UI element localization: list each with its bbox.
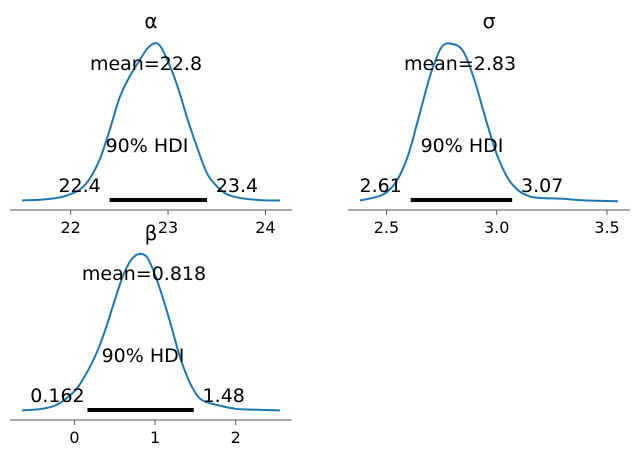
x-ticks: 22 23 24: [60, 210, 276, 237]
x-tick-label: 2.5: [374, 218, 399, 237]
x-tick-label: 22: [60, 218, 80, 237]
panel-title: σ: [483, 9, 496, 33]
density-curve: [21, 252, 281, 412]
x-ticks: 0 1 2: [69, 420, 241, 447]
hdi-label: 90% HDI: [102, 345, 185, 367]
panel-alpha: α mean=22.8 90% HDI 22.4 23.4 22 23 24: [10, 9, 292, 237]
x-ticks: 2.5 3.0 3.5: [374, 210, 620, 237]
x-tick-label: 1: [150, 428, 160, 447]
hdi-label: 90% HDI: [106, 135, 189, 157]
mean-label: mean=0.818: [82, 263, 206, 285]
x-tick-label: 24: [255, 218, 275, 237]
x-tick-label: 2: [231, 428, 241, 447]
hdi-high-label: 1.48: [203, 385, 245, 407]
density-curve: [21, 42, 281, 202]
hdi-low-label: 22.4: [58, 175, 100, 197]
hdi-high-label: 23.4: [216, 175, 258, 197]
mean-label: mean=2.83: [404, 53, 516, 75]
hdi-label: 90% HDI: [421, 135, 504, 157]
x-tick-label: 23: [158, 218, 178, 237]
panel-beta: β mean=0.818 90% HDI 0.162 1.48 0 1 2: [10, 221, 292, 447]
x-tick-label: 3.5: [594, 218, 619, 237]
panel-sigma: σ mean=2.83 90% HDI 2.61 3.07 2.5 3.0 3.5: [348, 9, 630, 237]
density-curve: [359, 42, 619, 203]
panel-title: α: [144, 9, 157, 33]
hdi-high-label: 3.07: [521, 175, 563, 197]
x-tick-label: 3.0: [484, 218, 509, 237]
hdi-low-label: 2.61: [360, 175, 402, 197]
x-tick-label: 0: [69, 428, 79, 447]
hdi-low-label: 0.162: [30, 385, 84, 407]
panel-title: β: [145, 221, 158, 245]
mean-label: mean=22.8: [90, 53, 202, 75]
